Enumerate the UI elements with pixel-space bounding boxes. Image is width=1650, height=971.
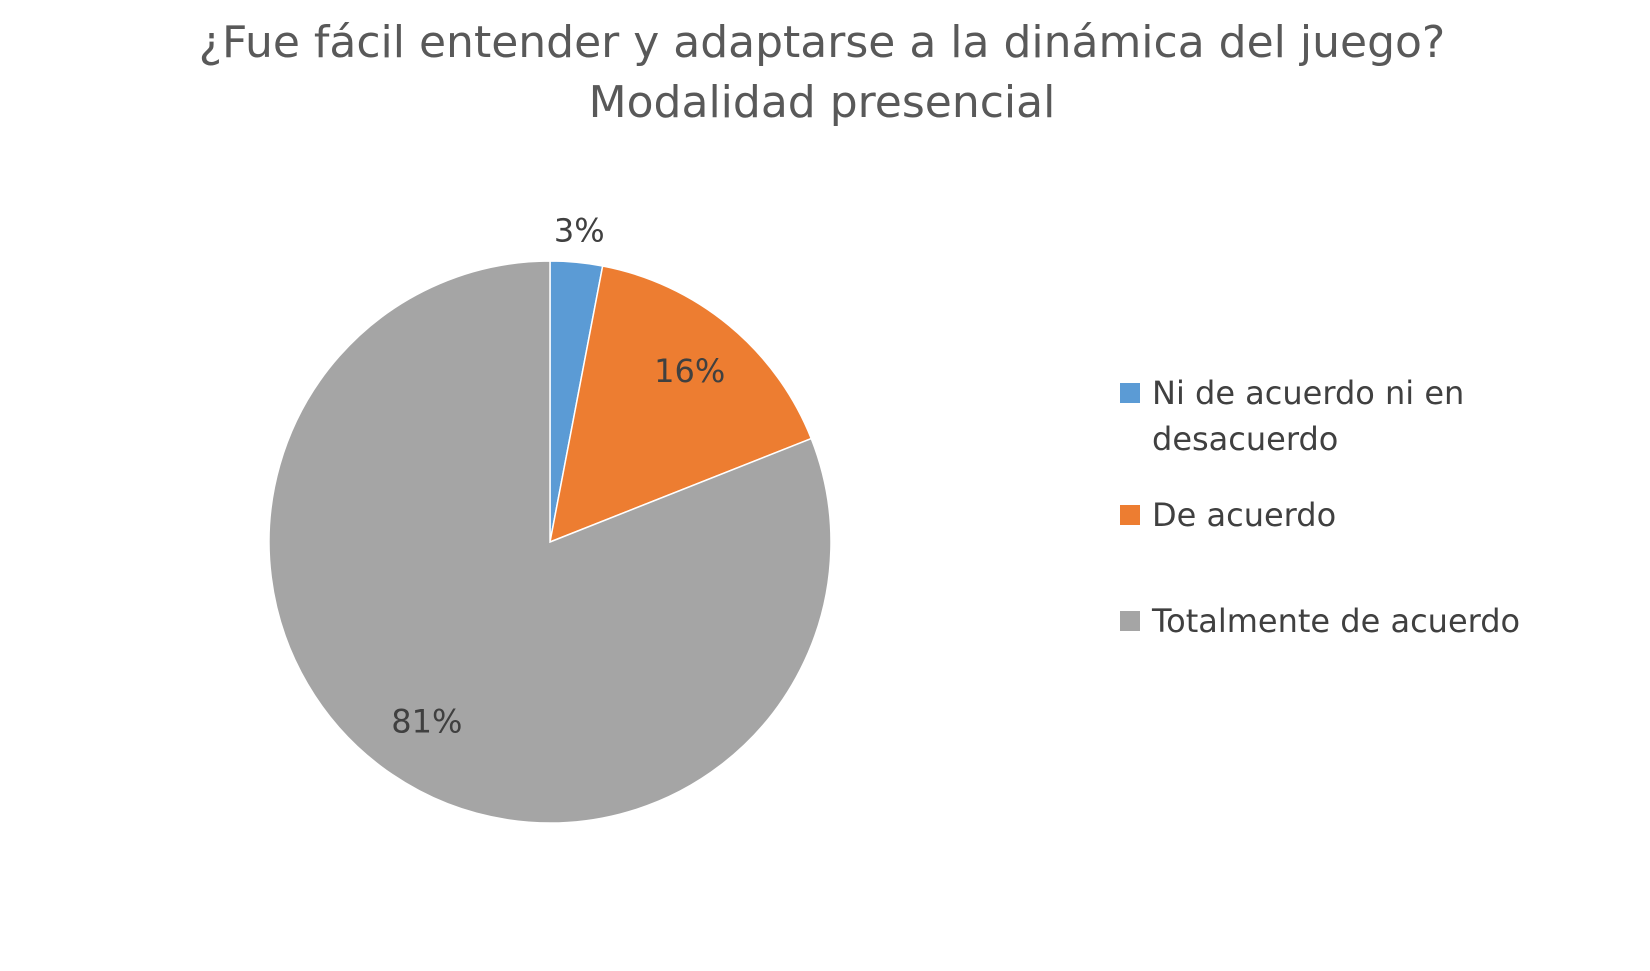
pie-slice bbox=[549, 265, 813, 544]
legend: Ni de acuerdo ni en desacuerdo De acuerdo… bbox=[1120, 370, 1540, 674]
legend-swatch bbox=[1120, 505, 1140, 525]
chart-title: Modalidad presencial bbox=[589, 77, 1056, 128]
legend-label: Ni de acuerdo ni en desacuerdo bbox=[1152, 374, 1465, 458]
chart-title: ¿Fue fácil entender y adaptarse a la din… bbox=[199, 17, 1446, 68]
data-label: 81% bbox=[391, 702, 462, 740]
legend-label: De acuerdo bbox=[1152, 496, 1337, 534]
legend-label: Totalmente de acuerdo bbox=[1152, 602, 1521, 640]
pie-slice bbox=[268, 260, 832, 824]
data-label: 3% bbox=[554, 211, 605, 249]
legend-item: De acuerdo bbox=[1120, 492, 1540, 538]
data-label: 16% bbox=[654, 352, 725, 390]
legend-item: Totalmente de acuerdo bbox=[1120, 598, 1540, 644]
legend-swatch bbox=[1120, 611, 1140, 631]
legend-item: Ni de acuerdo ni en desacuerdo bbox=[1120, 370, 1540, 462]
legend-swatch bbox=[1120, 383, 1140, 403]
